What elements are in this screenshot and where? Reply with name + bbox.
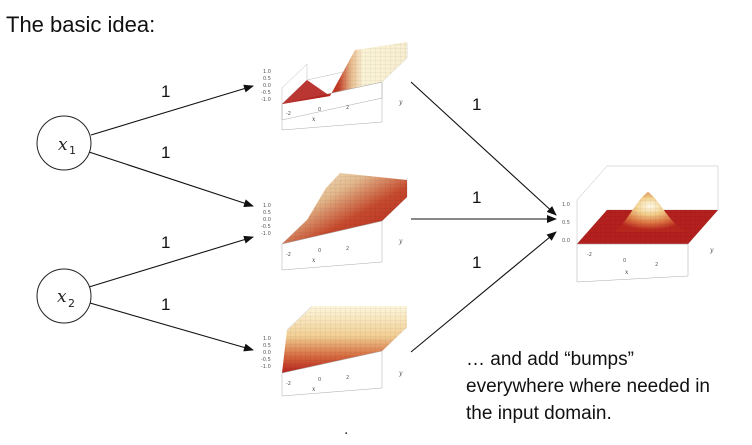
weight-label: 1 — [472, 253, 481, 272]
edge-x1-to-plot1 — [90, 84, 254, 136]
caption: … and add “bumps” everywhere where neede… — [466, 346, 750, 427]
z-tick: -0.5 — [261, 90, 271, 96]
z-tick: 0.5 — [263, 343, 271, 349]
caption-line: … and add “bumps” — [466, 349, 634, 370]
input-node-x2-subscript: 2 — [68, 297, 75, 310]
x-tick: -2 — [286, 252, 291, 258]
z-tick: -1.0 — [261, 97, 271, 103]
z-tick: 0.0 — [263, 217, 271, 223]
surface-plot-bump — [576, 165, 719, 283]
edge-x2-to-plot2 — [88, 235, 254, 288]
edge-plot3-to-output — [410, 231, 557, 353]
caption-line: the input domain. — [466, 403, 612, 424]
weight-label: 1 — [472, 188, 481, 207]
z-tick: 0.0 — [263, 83, 271, 89]
weight-label: 1 — [161, 233, 170, 252]
y-axis-label: y — [398, 370, 403, 377]
edge-plot1-to-output — [410, 81, 557, 216]
z-tick: 0.0 — [562, 238, 570, 244]
y-axis-label: y — [398, 238, 403, 245]
z-tick: -0.5 — [261, 224, 271, 230]
x-tick: 0 — [318, 248, 321, 254]
x-tick: 2 — [655, 262, 658, 268]
caption-line: everywhere where needed in — [466, 376, 710, 397]
input-node-x2-label: x — [57, 287, 67, 307]
weight-label: 1 — [472, 95, 481, 114]
x-tick: 0 — [318, 107, 321, 113]
z-tick: 0.0 — [263, 350, 271, 356]
surface-plot-diagonal — [281, 173, 408, 271]
x-axis-label: x — [625, 269, 629, 276]
z-tick: 0.5 — [263, 210, 271, 216]
z-tick: 1.0 — [562, 202, 570, 208]
input-node-x1-subscript: 1 — [69, 144, 76, 157]
x-tick: 0 — [318, 377, 321, 383]
y-axis-label: y — [709, 247, 714, 254]
x-tick: 2 — [346, 246, 349, 252]
x-tick: 2 — [346, 105, 349, 111]
z-tick: -0.5 — [261, 357, 271, 363]
x-tick: -2 — [286, 381, 291, 387]
surface-plot-step-y — [281, 305, 408, 397]
weight-label: 1 — [161, 82, 170, 101]
weight-label: 1 — [161, 143, 170, 162]
input-node-x1-label: x — [58, 135, 68, 155]
input-node-x1: x 1 — [36, 115, 92, 171]
z-tick: 1.0 — [263, 336, 271, 342]
edge-x2-to-plot3 — [89, 302, 254, 352]
z-tick: 0.5 — [562, 220, 570, 226]
x-tick: -2 — [587, 252, 592, 258]
footnote-dot: . — [344, 421, 348, 438]
y-axis-label: y — [398, 99, 403, 106]
z-tick: 1.0 — [263, 69, 271, 75]
x-tick: 0 — [623, 258, 626, 264]
slide-title: The basic idea: — [6, 12, 156, 37]
x-tick: -2 — [286, 111, 291, 117]
weight-label: 1 — [161, 295, 170, 314]
z-tick: -1.0 — [261, 231, 271, 237]
x-axis-label: x — [312, 116, 316, 123]
z-tick: -1.0 — [261, 364, 271, 370]
surface-plot-step-x — [281, 42, 408, 131]
z-tick: 0.5 — [263, 76, 271, 82]
input-node-x2: x 2 — [36, 268, 92, 324]
edge-x1-to-plot2 — [88, 151, 254, 207]
x-axis-label: x — [312, 257, 316, 264]
z-tick: 1.0 — [263, 203, 271, 209]
x-axis-label: x — [312, 386, 316, 393]
x-tick: 2 — [346, 375, 349, 381]
